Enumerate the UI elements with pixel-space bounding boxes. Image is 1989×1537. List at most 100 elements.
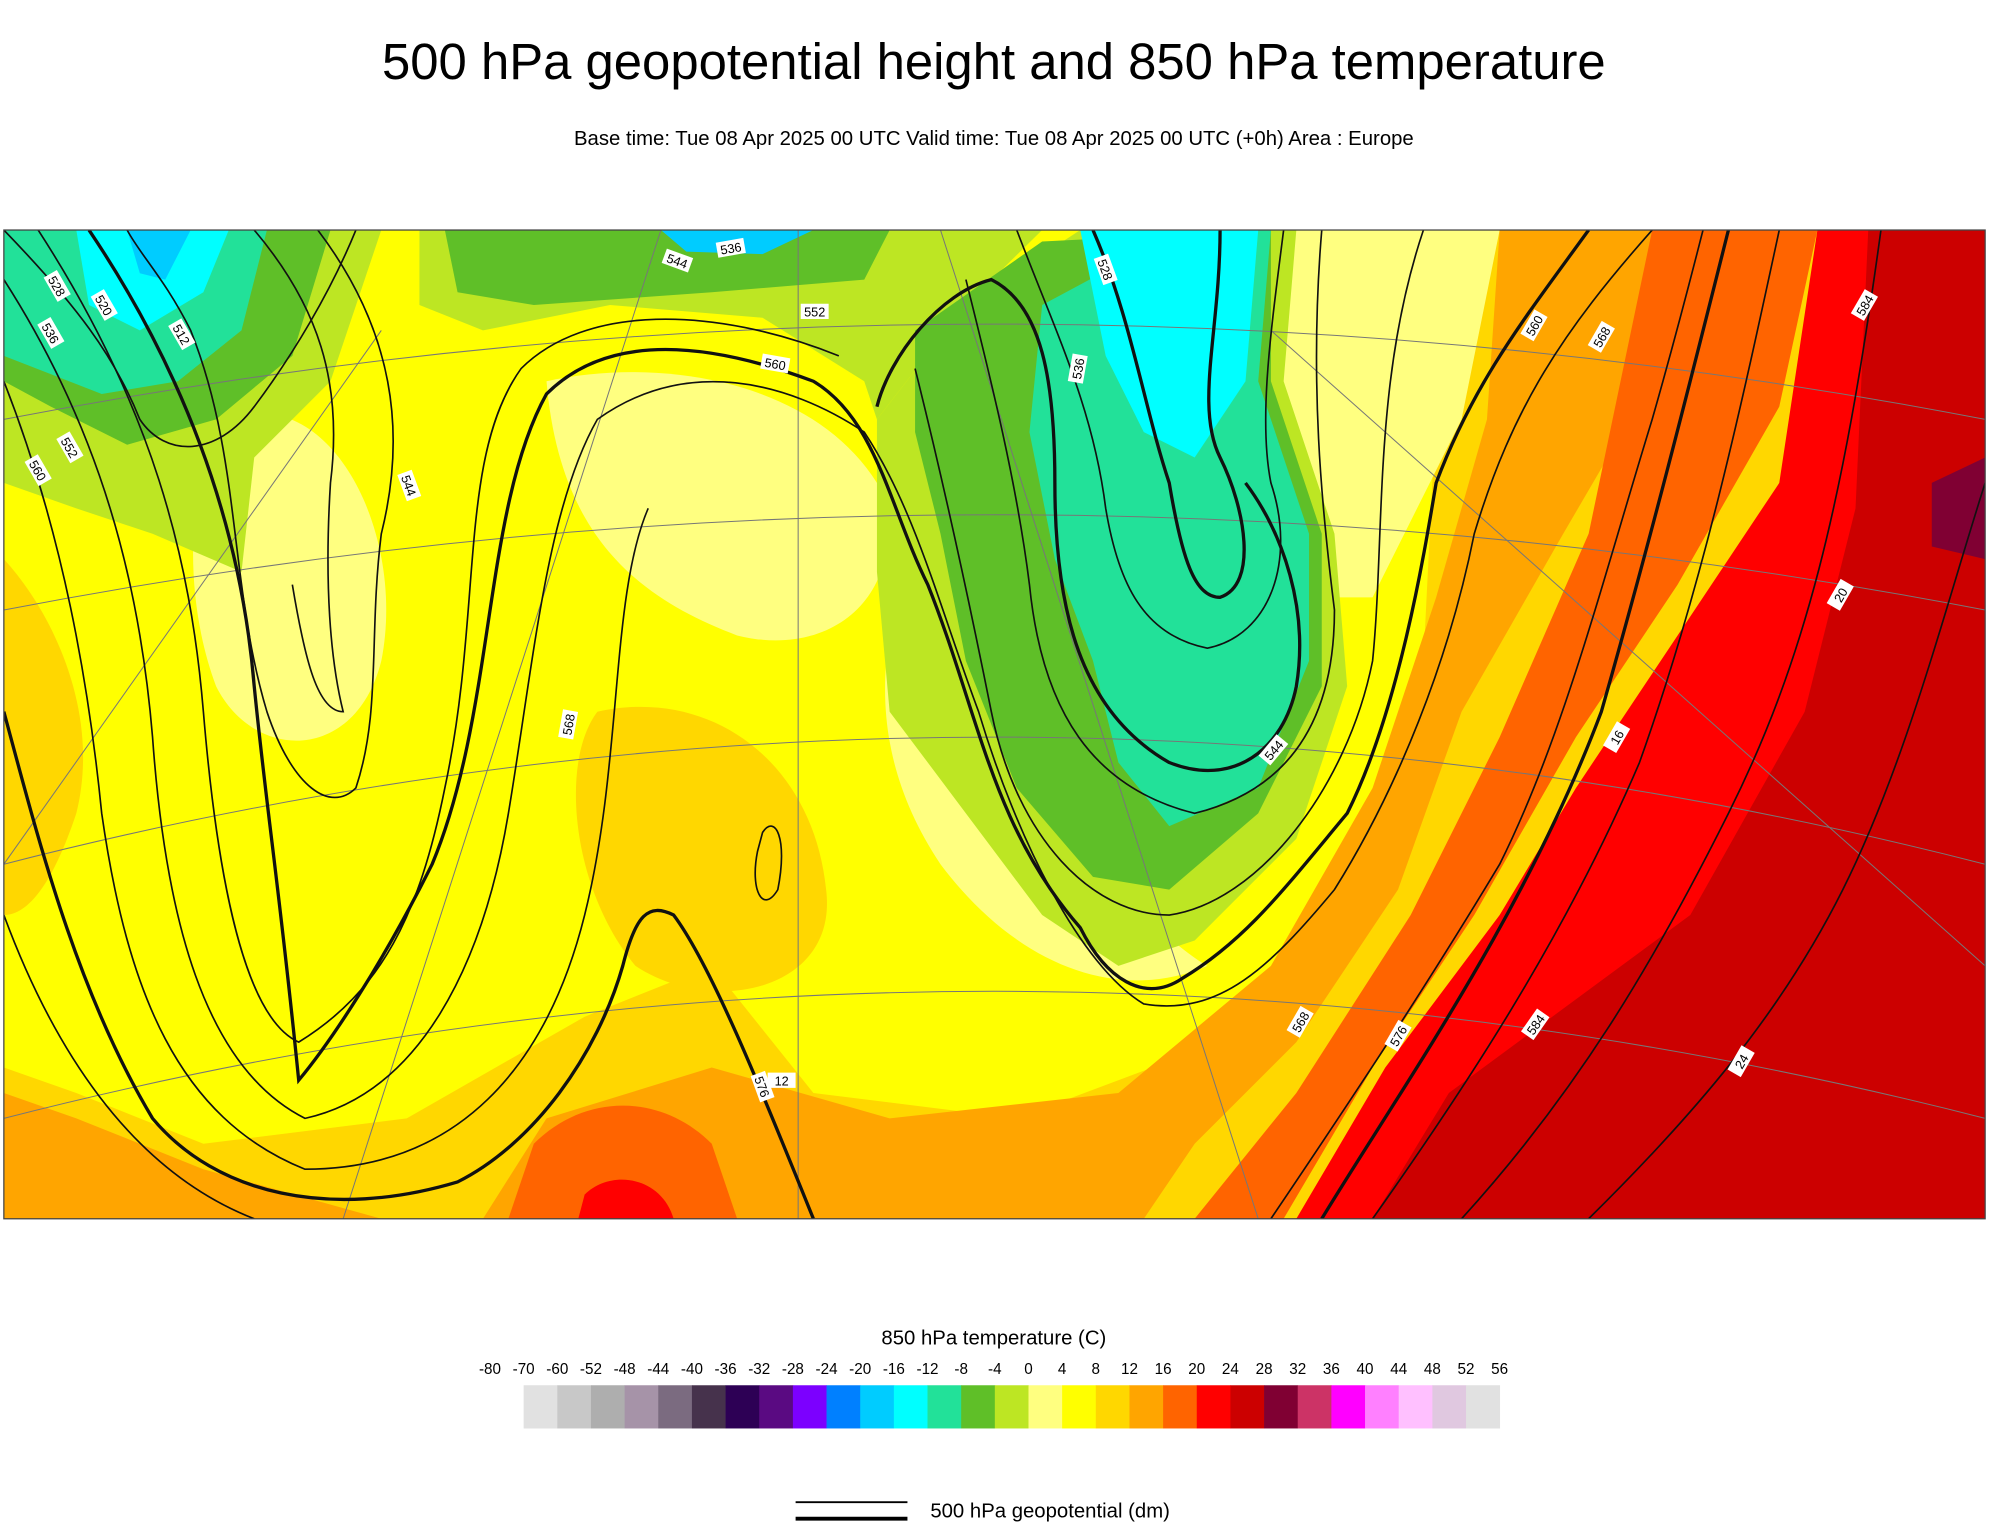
colorbar-tick-label: 52 — [1458, 1361, 1475, 1378]
contour-label: 16 — [1603, 721, 1631, 754]
contour-label-text: 12 — [775, 1074, 789, 1088]
contour-label-text: 544 — [665, 251, 690, 271]
colorbar-tick-label: 24 — [1222, 1361, 1239, 1378]
colorbar-cell — [893, 1385, 928, 1429]
colorbar-tick-label: 48 — [1424, 1361, 1441, 1378]
colorbar-tick-label: -8 — [954, 1361, 968, 1378]
contour-label-box — [56, 431, 84, 464]
colorbar-cell — [826, 1385, 861, 1429]
colorbar-tick-label: 44 — [1390, 1361, 1407, 1378]
colorbar-cell — [691, 1385, 726, 1429]
contour-label: 536 — [1067, 353, 1088, 384]
contour-label-box — [1603, 721, 1631, 754]
colorbar-cell — [1432, 1385, 1467, 1429]
colorbar-cell — [1331, 1385, 1366, 1429]
colorbar-tick-label: 4 — [1058, 1361, 1067, 1378]
colorbar-cell — [725, 1385, 760, 1429]
contour-label-text: 20 — [1832, 586, 1851, 605]
contour-label-text: 560 — [763, 356, 786, 373]
colorbar-tick-label: -24 — [816, 1361, 839, 1378]
colorbar-tick-label: -60 — [546, 1361, 568, 1378]
contour-label-text: 536 — [1070, 357, 1087, 380]
contour-label-box — [715, 237, 746, 258]
colorbar-cell — [1129, 1385, 1164, 1429]
contour-label: 20 — [1826, 578, 1854, 611]
colorbar: -80 -70 -60 -52 -48 -44 -40 -36 -32 -28 -24 -20 -16-… — [479, 1361, 1508, 1429]
colorbar-cell — [1028, 1385, 1063, 1429]
colorbar-tick-label: -12 — [916, 1361, 938, 1378]
contour-label-box — [1587, 320, 1615, 353]
colorbar-cell — [1196, 1385, 1231, 1429]
contour-label: 576 — [750, 1070, 775, 1103]
colorbar-tick-label: -28 — [782, 1361, 804, 1378]
colorbar-tick-label: -20 — [849, 1361, 871, 1378]
contour-label-box — [37, 317, 65, 349]
colorbar-tick-label: 32 — [1289, 1361, 1306, 1378]
contour-label-box — [800, 303, 829, 319]
colorbar-tick-label: -4 — [988, 1361, 1002, 1378]
colorbar-cell — [624, 1385, 659, 1429]
contour-label-box — [767, 1072, 796, 1088]
contours — [3, 230, 1986, 1219]
colorbar-cell — [792, 1385, 827, 1429]
contour-label: 24 — [1727, 1045, 1755, 1078]
colorbar-tick-label: -48 — [614, 1361, 636, 1378]
contour-label: 528 — [1093, 253, 1118, 286]
colorbar-tick-label: -52 — [580, 1361, 602, 1378]
colorbar-cell — [1062, 1385, 1097, 1429]
colorbar-tick-label: -40 — [681, 1361, 703, 1378]
colorbar-tick-label: 36 — [1323, 1361, 1340, 1378]
colorbar-cell — [1365, 1385, 1400, 1429]
contour-label-text: 24 — [1732, 1052, 1751, 1071]
colorbar-tick-label: 0 — [1024, 1361, 1032, 1378]
contour-label-box — [1286, 1005, 1314, 1038]
contour-label-box — [1520, 1008, 1550, 1041]
colorbar-cell — [1398, 1385, 1433, 1429]
contour-label-text: 528 — [1094, 257, 1114, 282]
contour-label-text: 568 — [560, 713, 577, 736]
contour-label-box — [168, 318, 196, 351]
colorbar-cell — [1163, 1385, 1198, 1429]
colorbar-cell — [557, 1385, 592, 1429]
contour-label-box — [90, 289, 118, 321]
contour-label-text: 16 — [1608, 728, 1627, 747]
colorbar-cell — [860, 1385, 895, 1429]
colorbar-cell — [1230, 1385, 1265, 1429]
map-frame — [3, 229, 1986, 1220]
contour-label-box — [1727, 1045, 1755, 1078]
contour-label-box — [397, 469, 422, 502]
colorbar-cell — [658, 1385, 693, 1429]
colorbar-tick-label: 16 — [1155, 1361, 1172, 1378]
colorbar-cell — [961, 1385, 996, 1429]
contour-label-box — [43, 270, 71, 302]
contour-label-box — [1258, 734, 1289, 766]
colorbar-cell — [1297, 1385, 1332, 1429]
colorbar-cell — [1264, 1385, 1299, 1429]
colorbar-tick-label: 12 — [1121, 1361, 1138, 1378]
contour-label: 560 — [760, 353, 791, 374]
colorbar-cell — [759, 1385, 794, 1429]
colorbar-tick-label: 8 — [1092, 1361, 1100, 1378]
contour-label-box — [558, 709, 579, 740]
contour-label-box — [24, 454, 52, 487]
colorbar-cell — [994, 1385, 1029, 1429]
contour-label-text: 552 — [804, 305, 825, 319]
contour-label-box — [750, 1070, 775, 1103]
contour-label-text: 576 — [751, 1075, 771, 1100]
contour-label-box — [1520, 309, 1548, 342]
colorbar-title: 850 hPa temperature (C) — [881, 1328, 1106, 1350]
contour-label-box — [1850, 289, 1879, 321]
contour-label-box — [760, 353, 791, 374]
colorbar-tick-label: 40 — [1357, 1361, 1374, 1378]
subtitle: Base time: Tue 08 Apr 2025 00 UTC Valid … — [574, 128, 1414, 150]
title: 500 hPa geopotential height and 850 hPa … — [382, 33, 1606, 90]
line-legend-label: 500 hPa geopotential (dm) — [930, 1500, 1170, 1522]
contour-label: 552 — [800, 303, 829, 319]
colorbar-tick-label: 28 — [1256, 1361, 1273, 1378]
contour-label-text: 536 — [719, 240, 742, 257]
colorbar-tick-label: 20 — [1188, 1361, 1205, 1378]
colorbar-tick-label: -36 — [715, 1361, 737, 1378]
contour-label-box — [1384, 1019, 1412, 1052]
colorbar-tick-label: -32 — [748, 1361, 770, 1378]
